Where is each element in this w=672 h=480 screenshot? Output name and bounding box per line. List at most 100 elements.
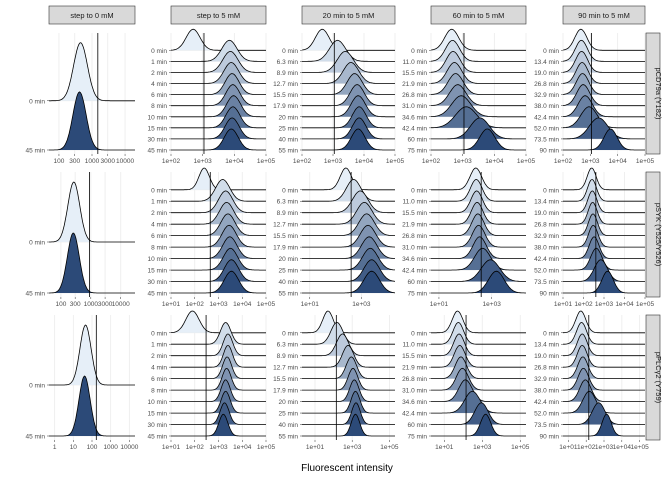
ridge-line — [302, 367, 395, 391]
x-tick-label: 1e+05 — [631, 444, 650, 451]
x-tick-label: 1e+02 — [577, 444, 596, 451]
y-tick-label: 2 min — [151, 353, 167, 360]
y-tick-label: 15.5 min — [402, 70, 427, 77]
ridge-line — [431, 106, 526, 129]
ridge-line — [562, 50, 645, 73]
ridge-line — [431, 333, 526, 357]
x-tick-label: 1e+02 — [293, 158, 312, 165]
x-tick-label: 1 — [53, 444, 57, 451]
ridge-area — [431, 356, 526, 379]
x-tick-label: 1e+02 — [162, 158, 181, 165]
y-tick-label: 90 min — [539, 434, 559, 441]
ridge-area — [302, 117, 395, 139]
ridge-line — [302, 95, 395, 118]
column-strip — [430, 5, 527, 25]
y-tick-label: 15 min — [147, 411, 167, 418]
ridge-line — [170, 28, 266, 51]
x-tick-label: 1e+05 — [517, 158, 536, 165]
ridge-area — [302, 333, 395, 356]
y-tick-label: 0 min — [543, 187, 559, 194]
x-tick-label: 10000 — [112, 301, 130, 308]
x-tick-label: 1e+02 — [422, 158, 441, 165]
x-tick-label: 1e+05 — [386, 158, 405, 165]
y-tick-label: 45 min — [147, 291, 167, 298]
ridge-line — [431, 95, 526, 118]
y-tick-label: 13.4 min — [534, 342, 559, 349]
ridge-line — [431, 213, 526, 236]
ridge-area — [431, 414, 526, 436]
ridge-line — [563, 179, 645, 202]
panel — [562, 28, 646, 154]
x-tick-label: 1e+01 — [435, 444, 454, 451]
y-tick-label: 90 min — [539, 291, 559, 298]
ridge-line — [563, 402, 645, 425]
y-tick-label: 15.5 min — [402, 353, 427, 360]
ridge-area — [431, 248, 526, 271]
y-tick-label: 19.0 min — [534, 353, 559, 360]
ridge-line — [563, 413, 645, 437]
x-tick-label: 1e+05 — [257, 301, 276, 308]
y-tick-label: 0 min — [543, 48, 559, 55]
panel — [170, 310, 267, 440]
ridge-area — [171, 391, 266, 414]
y-tick-label: 45 min — [147, 434, 167, 441]
ridge-area — [171, 271, 266, 293]
y-tick-label: 40 min — [278, 136, 298, 143]
ridge-area — [302, 29, 395, 51]
ridge-area — [171, 259, 266, 282]
y-tick-label: 10 min — [147, 399, 167, 406]
y-tick-label: 32.9 min — [534, 92, 559, 99]
y-tick-label: 0 min — [411, 187, 427, 194]
y-tick-label: 32.9 min — [534, 376, 559, 383]
y-tick-label: 0 min — [543, 330, 559, 337]
y-tick-label: 0 min — [29, 98, 45, 105]
row-strip — [645, 171, 661, 298]
ridge-area — [49, 42, 135, 101]
ridge-line — [302, 84, 395, 107]
y-tick-label: 60 min — [407, 279, 427, 286]
x-tick-label: 1e+03 — [454, 158, 473, 165]
y-tick-label: 19.0 min — [534, 210, 559, 217]
y-tick-label: 55 min — [278, 148, 298, 155]
row-strip — [645, 32, 661, 155]
y-tick-label: 34.6 min — [402, 256, 427, 263]
y-tick-label: 0 min — [282, 48, 298, 55]
ridge-line — [563, 333, 645, 357]
y-tick-label: 15 min — [147, 268, 167, 275]
ridge-line — [431, 201, 526, 225]
ridge-line — [431, 167, 526, 191]
ridge-area — [171, 62, 266, 84]
ridge-area — [563, 414, 645, 436]
y-tick-label: 13.4 min — [534, 199, 559, 206]
x-tick-label: 1e+01 — [559, 444, 578, 451]
ridge-line — [302, 402, 395, 425]
y-tick-label: 2 min — [151, 70, 167, 77]
y-tick-label: 45 min — [25, 434, 45, 441]
ridge-line — [171, 62, 266, 84]
y-tick-label: 4 min — [151, 222, 167, 229]
ridge-area — [431, 202, 526, 225]
y-tick-label: 13.4 min — [534, 59, 559, 66]
ridge-line — [431, 270, 526, 294]
panel — [431, 310, 526, 440]
y-tick-label: 17.9 min — [273, 245, 298, 252]
y-tick-label: 0 min — [282, 187, 298, 194]
ridge-area — [431, 236, 526, 259]
ridge-line — [562, 95, 645, 118]
ridge-area — [302, 356, 395, 379]
ridge-area — [302, 129, 395, 150]
ridge-line — [171, 73, 266, 95]
ridge-line — [431, 247, 526, 271]
ridge-line — [171, 201, 266, 225]
x-tick-label: 1e+01 — [430, 301, 449, 308]
y-tick-label: 11.0 min — [403, 342, 428, 349]
x-tick-label: 1e+03 — [352, 301, 371, 308]
ridge-line — [302, 178, 395, 202]
y-tick-label: 11.0 min — [403, 59, 428, 66]
ridge-line — [563, 259, 645, 282]
y-tick-label: 31.0 min — [402, 245, 427, 252]
row-strip-label: pCD79a (Y182) — [654, 67, 663, 120]
x-tick-label: 1e+04 — [225, 158, 244, 165]
row-strip-label: pPLCγ2 (Y759) — [654, 352, 663, 404]
ridge-line — [171, 236, 266, 259]
